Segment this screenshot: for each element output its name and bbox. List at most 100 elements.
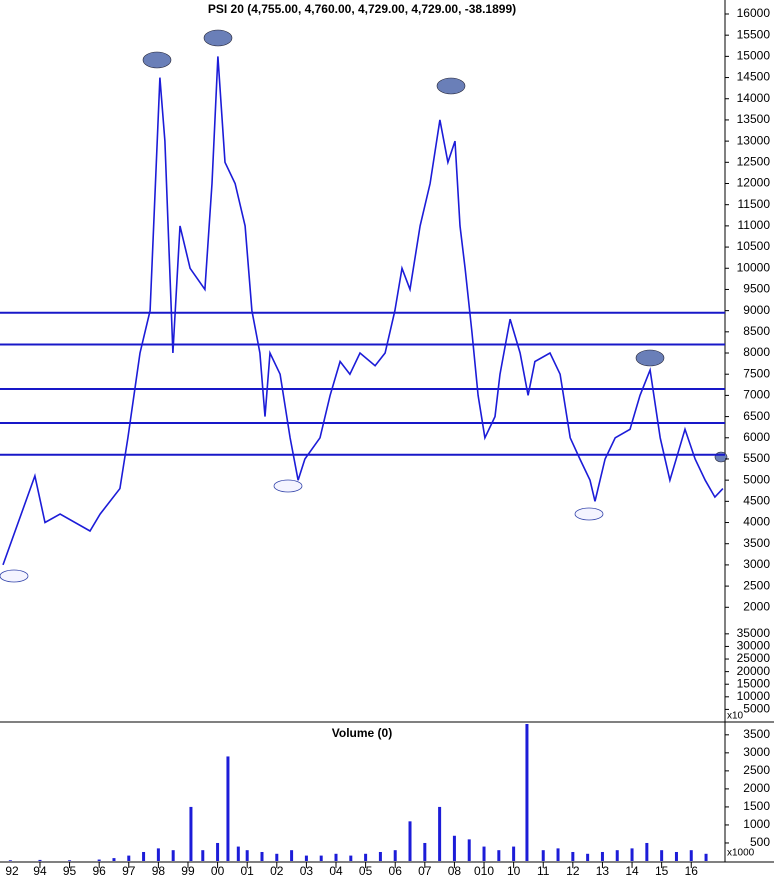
- y-tick-label: 500: [750, 835, 770, 849]
- bull-icon: [0, 569, 29, 583]
- y-tick-label: 3000: [743, 745, 770, 759]
- volume-bar: [349, 855, 353, 861]
- icons: [0, 479, 604, 583]
- x-tick-label: 01: [241, 864, 255, 878]
- bull-icon: [273, 479, 303, 493]
- y-tick-label: 25000: [737, 651, 771, 665]
- bear-icon: [436, 77, 466, 95]
- y-tick-label: 10000: [737, 689, 771, 703]
- y-tick-label: 11500: [738, 197, 771, 211]
- y-tick-label: 3500: [743, 727, 770, 741]
- y-tick-label: 14500: [737, 70, 771, 84]
- y-tick-label: 12500: [737, 154, 771, 168]
- y-tick-label: 3000: [743, 557, 770, 571]
- volume-bar: [112, 858, 116, 861]
- volume-bar: [275, 853, 279, 861]
- axis-multiplier: x1000: [727, 848, 755, 859]
- chart-title: PSI 20 (4,755.00, 4,760.00, 4,729.00, 4,…: [208, 2, 516, 16]
- y-tick-label: 35000: [737, 626, 771, 640]
- volume-bar: [236, 846, 240, 861]
- volume-bar: [438, 806, 442, 861]
- y-tick-label: 12000: [737, 176, 771, 190]
- volume-bar: [645, 842, 649, 861]
- y-tick-label: 3500: [743, 536, 770, 550]
- volume-bar: [467, 839, 471, 861]
- y-tick-label: 8500: [743, 324, 770, 338]
- x-tick-label: 06: [389, 864, 403, 878]
- y-tick-label: 6500: [743, 409, 770, 423]
- volume-bar: [304, 855, 308, 861]
- volume-bar: [689, 850, 693, 861]
- x-tick-label: 10: [507, 864, 521, 878]
- volume-bar: [571, 851, 575, 861]
- x-tick-label: 05: [359, 864, 373, 878]
- y-tick-label: 2500: [743, 578, 770, 592]
- y-tick-label: 2000: [743, 781, 770, 795]
- x-tick-label: 07: [418, 864, 432, 878]
- x-tick-label: 03: [300, 864, 314, 878]
- volume-bar: [142, 851, 146, 861]
- y-tick-label: 1000: [743, 817, 770, 831]
- volume-bar: [525, 724, 529, 861]
- y-tick-label: 30000: [737, 639, 771, 653]
- y-tick-label: 4000: [743, 515, 770, 529]
- volume-bar: [8, 860, 12, 861]
- volume-bar: [189, 806, 193, 861]
- y-tick-label: 14000: [737, 91, 771, 105]
- x-tick-label: 96: [92, 864, 106, 878]
- volume-bar: [226, 756, 230, 861]
- x-tick-label: 010: [474, 864, 494, 878]
- y-tick-label: 16000: [737, 6, 771, 20]
- y-tick-label: 6000: [743, 430, 770, 444]
- volume-bar: [156, 848, 160, 861]
- x-tick-label: 11: [537, 864, 550, 878]
- x-tick-label: 08: [448, 864, 462, 878]
- y-tick-label: 10000: [737, 260, 771, 274]
- volume-bar: [364, 853, 368, 861]
- volume-bar: [260, 851, 264, 861]
- volume-bar: [615, 850, 619, 861]
- y-tick-label: 15500: [737, 27, 771, 41]
- volume-bar: [334, 853, 338, 861]
- y-tick-label: 5000: [743, 472, 770, 486]
- volume-bar: [704, 853, 708, 861]
- volume-bar: [38, 859, 42, 861]
- volume-bar: [512, 846, 516, 861]
- y-tick-label: 5500: [743, 451, 770, 465]
- volume-bar: [452, 835, 456, 861]
- y-tick-label: 10500: [737, 239, 771, 253]
- y-tick-label: 7500: [743, 366, 770, 380]
- volume-bar: [393, 850, 397, 861]
- bear-icon: [142, 51, 172, 69]
- volume-bar: [378, 851, 382, 861]
- volume-bar: [497, 850, 501, 861]
- volume-bar: [68, 860, 72, 861]
- y-tick-label: 8000: [743, 345, 770, 359]
- volume-bar: [423, 842, 427, 861]
- bear-icon: [714, 451, 728, 463]
- volume-bar: [201, 850, 205, 861]
- y-tick-label: 15000: [737, 49, 771, 63]
- x-tick-label: 13: [596, 864, 610, 878]
- x-tick-label: 12: [566, 864, 580, 878]
- y-tick-label: 13500: [737, 112, 771, 126]
- bear-icon: [635, 349, 665, 367]
- y-tick-label: 9500: [743, 282, 770, 296]
- x-tick-label: 02: [270, 864, 284, 878]
- volume-bar: [97, 859, 101, 861]
- bull-icon: [574, 507, 604, 521]
- axis-multiplier: x10: [727, 711, 744, 722]
- x-tick-label: 92: [5, 864, 19, 878]
- x-tick-label: 04: [329, 864, 343, 878]
- x-tick-label: 00: [211, 864, 225, 878]
- price-line: [2, 56, 724, 566]
- x-tick-label: 16: [685, 864, 699, 878]
- y-tick-label: 2000: [743, 599, 770, 613]
- volume-bar: [556, 848, 560, 861]
- x-tick-label: 94: [33, 864, 47, 878]
- x-tick-label: 95: [63, 864, 77, 878]
- volume-bar: [660, 850, 664, 861]
- y-tick-label: 15000: [737, 676, 771, 690]
- volume-bar: [245, 850, 249, 861]
